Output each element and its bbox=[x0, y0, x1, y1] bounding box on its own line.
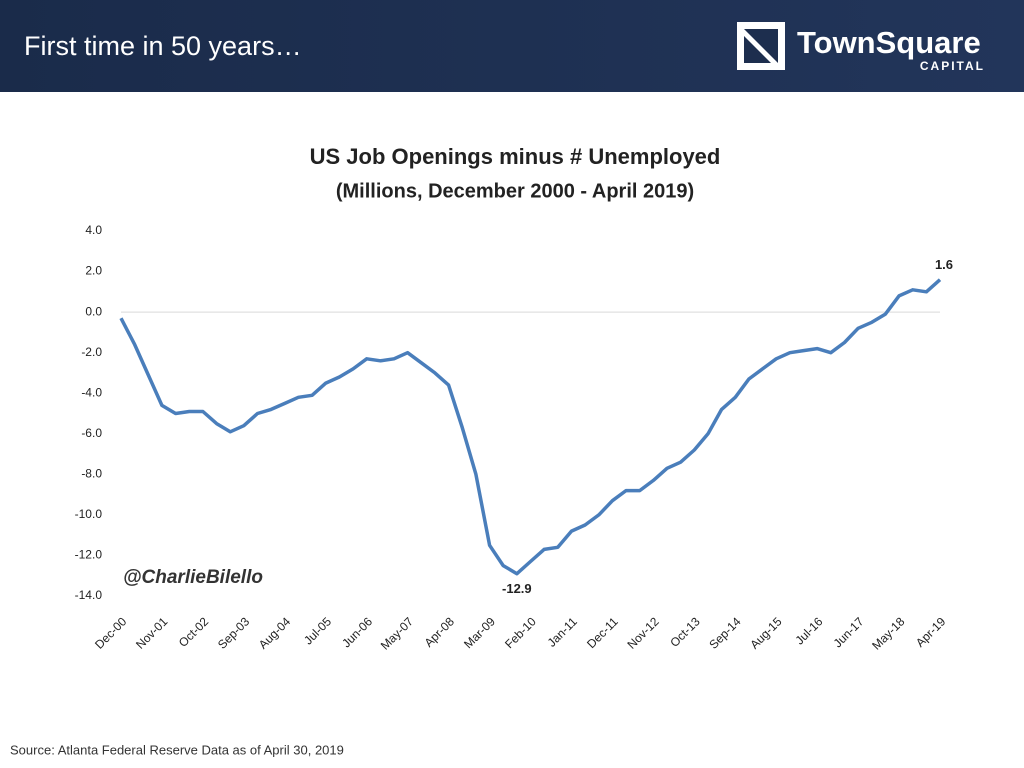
x-tick-label: May-18 bbox=[869, 614, 907, 652]
x-tick-label: Nov-12 bbox=[624, 614, 661, 651]
x-tick-label: Jun-06 bbox=[339, 614, 375, 650]
y-tick-label: 0.0 bbox=[85, 304, 102, 318]
y-tick-label: -10.0 bbox=[75, 507, 103, 521]
header-band bbox=[0, 0, 1024, 92]
y-tick-label: -12.0 bbox=[75, 548, 103, 562]
chart-subtitle: (Millions, December 2000 - April 2019) bbox=[336, 180, 694, 202]
x-tick-label: Aug-15 bbox=[747, 614, 784, 651]
x-tick-label: Feb-10 bbox=[502, 614, 539, 651]
slide-title: First time in 50 years… bbox=[24, 31, 302, 61]
x-tick-label: Dec-11 bbox=[584, 614, 621, 651]
x-tick-label: Mar-09 bbox=[461, 614, 498, 651]
x-tick-label: Jun-17 bbox=[831, 614, 867, 650]
x-tick-label: Jul-05 bbox=[301, 614, 334, 647]
logo-icon bbox=[737, 22, 785, 70]
logo-sub: CAPITAL bbox=[920, 59, 985, 73]
x-tick-label: Sep-03 bbox=[215, 614, 252, 651]
y-tick-label: -6.0 bbox=[81, 426, 102, 440]
y-tick-label: -8.0 bbox=[81, 467, 102, 481]
data-line bbox=[119, 278, 942, 576]
x-tick-label: Aug-04 bbox=[256, 614, 293, 651]
value-label: -12.9 bbox=[502, 581, 532, 596]
watermark: @CharlieBilello bbox=[123, 567, 263, 588]
x-tick-label: Oct-13 bbox=[667, 614, 703, 650]
source-note: Source: Atlanta Federal Reserve Data as … bbox=[10, 742, 344, 757]
chart-title: US Job Openings minus # Unemployed bbox=[310, 144, 721, 169]
x-tick-label: Apr-08 bbox=[422, 614, 458, 650]
y-tick-label: -14.0 bbox=[75, 588, 103, 602]
x-tick-label: Oct-02 bbox=[176, 614, 212, 650]
y-tick-label: -2.0 bbox=[81, 345, 102, 359]
x-tick-label: Nov-01 bbox=[133, 614, 170, 651]
x-tick-label: Apr-19 bbox=[913, 614, 949, 650]
x-tick-label: May-07 bbox=[378, 614, 416, 652]
x-tick-label: Jan-11 bbox=[545, 614, 580, 649]
y-tick-label: 4.0 bbox=[85, 223, 102, 237]
value-label: 1.6 bbox=[935, 257, 953, 272]
x-tick-label: Dec-00 bbox=[92, 614, 129, 651]
y-tick-label: -4.0 bbox=[81, 385, 102, 399]
x-tick-label: Sep-14 bbox=[706, 614, 743, 651]
x-tick-label: Jul-16 bbox=[793, 614, 826, 647]
logo-name: TownSquare bbox=[797, 25, 981, 60]
y-tick-label: 2.0 bbox=[85, 264, 102, 278]
